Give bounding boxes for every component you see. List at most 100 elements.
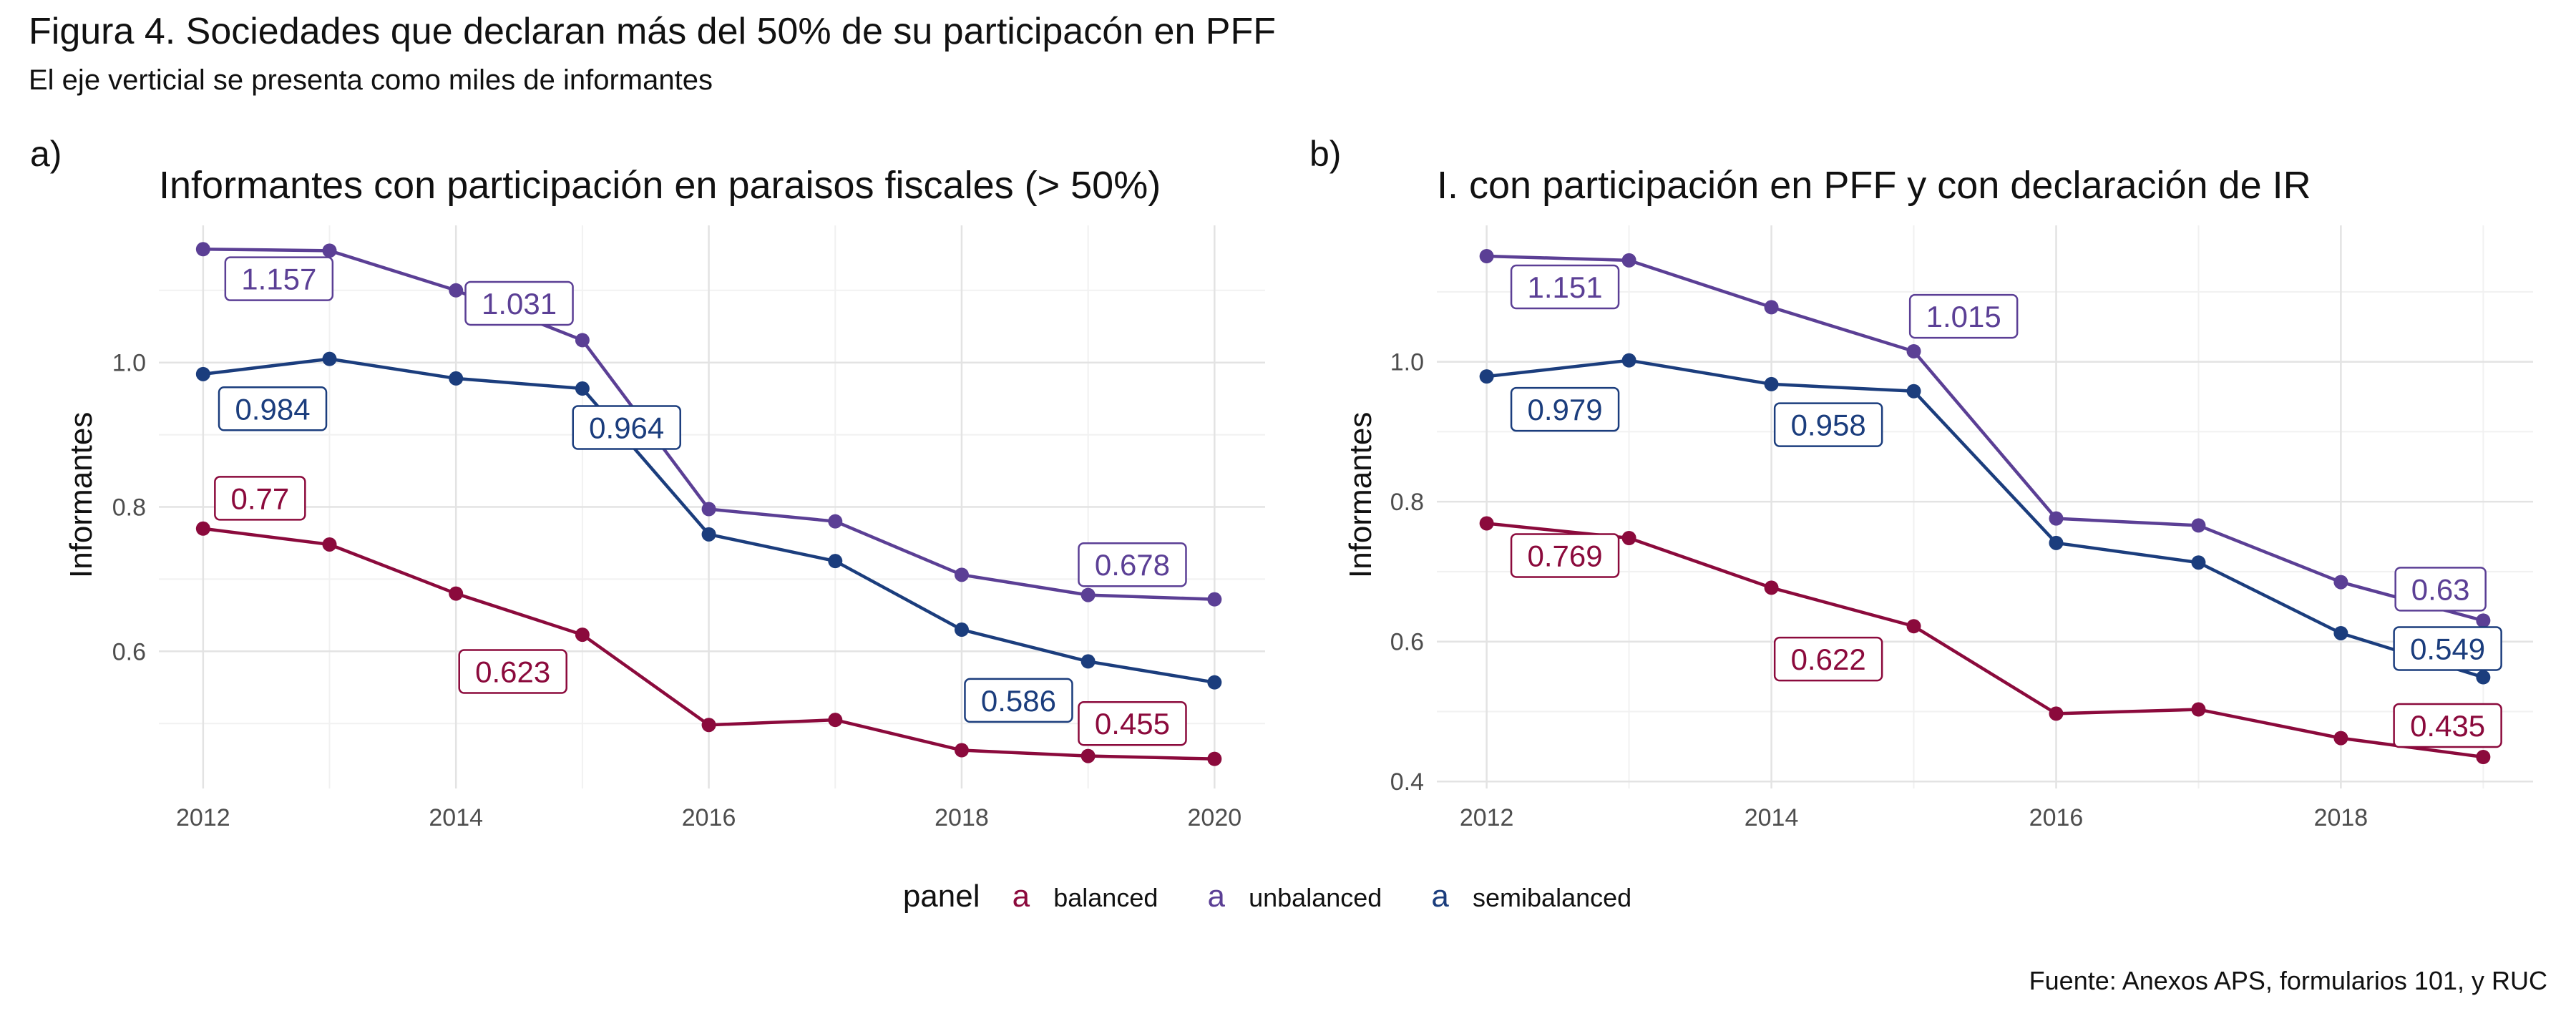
panel-b-point-balanced bbox=[1479, 516, 1494, 531]
panel-b-data-label-box bbox=[1773, 402, 1883, 447]
panel-a-point-unbalanced bbox=[322, 243, 337, 258]
legend-item-unbalanced: a unbalanced bbox=[1208, 879, 1382, 914]
legend-key-semibalanced: a bbox=[1431, 879, 1449, 914]
panel-a-point-balanced bbox=[954, 743, 969, 758]
panel-b-data-label-text: 0.622 bbox=[1791, 643, 1866, 676]
panel-a-point-unbalanced bbox=[449, 283, 464, 298]
panel-a-data-label-unbalanced: 1.031 bbox=[464, 280, 574, 326]
panel-a-data-label-box bbox=[224, 256, 334, 301]
panel-b-data-label-box bbox=[2393, 703, 2502, 748]
panel-b-point-semibalanced bbox=[2476, 670, 2491, 685]
panel-b-x-tick-label: 2012 bbox=[1460, 804, 1514, 831]
panel-b-point-unbalanced bbox=[2049, 511, 2064, 526]
panel-b-data-label-box bbox=[2393, 626, 2502, 671]
legend-label-balanced: balanced bbox=[1053, 883, 1158, 912]
panel-b-line-unbalanced bbox=[1486, 254, 2484, 622]
panel-a-data-label-text: 1.031 bbox=[482, 287, 557, 321]
legend-item-balanced: a balanced bbox=[1013, 879, 1158, 914]
panel-a-point-semibalanced bbox=[701, 527, 716, 542]
panel-a-data-label-box bbox=[464, 280, 574, 326]
panel-a-point-unbalanced bbox=[828, 514, 843, 529]
panel-a-data-label-box bbox=[1078, 542, 1187, 587]
panel-b-data-label-text: 0.435 bbox=[2410, 709, 2485, 743]
panel-b-data-label-text: 1.151 bbox=[1528, 270, 1603, 304]
panel-b-tag: b) bbox=[1309, 134, 1342, 174]
panel-b-y-tick-label: 0.6 bbox=[1390, 629, 1424, 656]
panel-b-data-label-balanced: 0.769 bbox=[1510, 533, 1620, 578]
panel-b-data-label-balanced: 0.435 bbox=[2393, 703, 2502, 748]
panel-a-point-balanced bbox=[1080, 748, 1096, 763]
panel-a-point-balanced bbox=[322, 537, 337, 552]
panel-a-point-unbalanced bbox=[701, 502, 716, 517]
panel-a-data-label-text: 0.623 bbox=[475, 655, 550, 689]
panel-a-gridlines bbox=[159, 225, 1265, 788]
panel-a-point-balanced bbox=[701, 718, 716, 733]
panel-a-point-semibalanced bbox=[195, 366, 210, 381]
panel-a-x-tick-label: 2018 bbox=[935, 804, 989, 831]
panel-b-data-label-semibalanced: 0.958 bbox=[1773, 402, 1883, 447]
panel-a-point-semibalanced bbox=[828, 554, 843, 569]
legend: panel a balanced a unbalanced a semibala… bbox=[0, 879, 2576, 914]
panel-b-point-unbalanced bbox=[2476, 613, 2491, 628]
panel-b-line-balanced bbox=[1486, 522, 2484, 759]
panel-b-data-label-box bbox=[1510, 533, 1620, 578]
panel-a-data-label-text: 0.586 bbox=[981, 684, 1056, 718]
panel-a-point-unbalanced bbox=[1080, 587, 1096, 602]
panel-a-data-label-box bbox=[1078, 700, 1187, 746]
panel-a-data-label-balanced: 0.623 bbox=[458, 649, 567, 694]
legend-item-semibalanced: a semibalanced bbox=[1431, 879, 1631, 914]
panel-b-point-balanced bbox=[2476, 750, 2491, 765]
panel-a-data-label-box bbox=[458, 649, 567, 694]
panel-b-y-tick-label: 0.4 bbox=[1390, 768, 1424, 796]
panel-a-data-label-text: 0.984 bbox=[235, 392, 310, 426]
panel-b-point-semibalanced bbox=[2333, 625, 2348, 640]
panel-b-data-label-text: 0.979 bbox=[1528, 393, 1603, 426]
panel-a-x-tick-label: 2012 bbox=[176, 804, 230, 831]
panel-a-data-label-text: 1.157 bbox=[241, 263, 316, 296]
panel-b-point-semibalanced bbox=[2191, 555, 2206, 570]
panel-b-data-label-balanced: 0.622 bbox=[1773, 636, 1883, 682]
panel-a-point-balanced bbox=[828, 713, 843, 728]
panel-a-data-label-balanced: 0.455 bbox=[1078, 700, 1187, 746]
panel-b-x-tick-label: 2018 bbox=[2314, 804, 2368, 831]
panel-a-point-unbalanced bbox=[195, 242, 210, 257]
panel-a-point-balanced bbox=[1207, 751, 1222, 766]
panel-b-title: I. con participación en PFF y con declar… bbox=[1437, 164, 2311, 207]
panel-a-data-label-text: 0.678 bbox=[1095, 548, 1170, 582]
panel-a-data-label-unbalanced: 0.678 bbox=[1078, 542, 1187, 587]
panel-b-data-label-text: 0.549 bbox=[2410, 632, 2485, 665]
panel-a-point-unbalanced bbox=[1207, 592, 1222, 607]
panel-a-data-label-box bbox=[964, 678, 1073, 723]
panel-a-data-label-text: 0.77 bbox=[230, 482, 289, 515]
figure-subtitle: El eje verticial se presenta como miles … bbox=[29, 64, 713, 96]
legend-key-balanced: a bbox=[1012, 879, 1030, 914]
panel-b-point-unbalanced bbox=[2191, 518, 2206, 533]
panel-b-point-balanced bbox=[1906, 619, 1921, 634]
panel-a-data-label-semibalanced: 0.984 bbox=[218, 386, 328, 431]
panel-b-point-balanced bbox=[2049, 706, 2064, 721]
panel-b-data-label-text: 0.769 bbox=[1528, 539, 1603, 572]
panel-a-point-balanced bbox=[449, 586, 464, 601]
panel-b-point-semibalanced bbox=[1479, 369, 1494, 384]
panel-b-data-label-unbalanced: 1.151 bbox=[1510, 264, 1620, 310]
panel-a-data-label-text: 0.455 bbox=[1095, 707, 1170, 741]
panel-b-x-tick-label: 2014 bbox=[1745, 804, 1799, 831]
source-caption: Fuente: Anexos APS, formularios 101, y R… bbox=[2029, 966, 2547, 995]
panel-a-point-balanced bbox=[195, 521, 210, 536]
figure-title: Figura 4. Sociedades que declaran más de… bbox=[29, 11, 1277, 52]
panel-a-point-semibalanced bbox=[1080, 654, 1096, 669]
panel-b-point-semibalanced bbox=[2049, 535, 2064, 550]
panel-b-data-label-text: 0.958 bbox=[1791, 409, 1866, 442]
panel-a-data-label-semibalanced: 0.964 bbox=[572, 405, 681, 450]
panel-b-data-label-text: 1.015 bbox=[1926, 300, 2001, 333]
panel-b-line-semibalanced bbox=[1486, 358, 2484, 679]
legend-title: panel bbox=[902, 879, 980, 914]
panel-b-y-tick-label: 0.8 bbox=[1390, 489, 1424, 516]
panel-b-data-label-semibalanced: 0.979 bbox=[1510, 386, 1620, 432]
panel-a-data-label-text: 0.964 bbox=[589, 411, 664, 445]
panel-a-data-label-box bbox=[572, 405, 681, 450]
panel-a-y-tick-label: 0.6 bbox=[112, 638, 146, 665]
panel-b-data-label-box bbox=[1510, 386, 1620, 432]
